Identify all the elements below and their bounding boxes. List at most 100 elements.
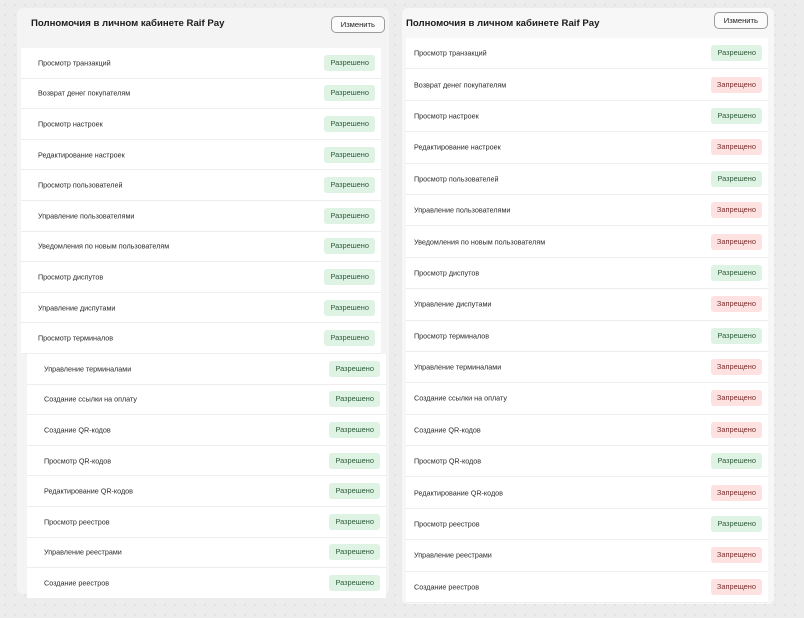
permission-label: Управление терминалами (44, 364, 132, 374)
permission-row: Просмотр настроек Разрешено (21, 109, 381, 140)
permission-row: Редактирование настроек Разрешено (21, 139, 381, 171)
status-badge-allowed: Разрешено (329, 513, 380, 530)
status-badge-allowed: Разрешено (711, 107, 762, 124)
permission-row: Просмотр терминалов Разрешено (406, 320, 768, 352)
status-badge-allowed: Разрешено (329, 544, 380, 561)
status-badge-allowed: Разрешено (324, 115, 375, 132)
permission-label: Управление диспутами (38, 303, 116, 313)
permissions-panel-left: Полномочия в личном кабинете Raif Pay Из… (17, 8, 389, 599)
permission-row: Просмотр диспутов Разрешено (406, 257, 768, 290)
permission-label: Просмотр пользователей (414, 174, 499, 184)
permission-label: Управление терминалами (414, 362, 502, 372)
status-badge-denied: Запрещено (710, 578, 762, 595)
permission-label: Создание реестров (414, 582, 480, 592)
permission-label: Управление реестрами (414, 550, 492, 560)
status-badge-denied: Запрещено (710, 547, 762, 564)
permission-row: Просмотр QR-кодов Разрешено (27, 445, 386, 477)
permission-label: Просмотр QR-кодов (414, 456, 482, 466)
permission-row: Просмотр реестров Разрешено (27, 506, 386, 538)
status-badge-allowed: Разрешено (711, 516, 762, 533)
status-badge-allowed: Разрешено (711, 170, 762, 187)
permissions-panel-right: Полномочия в личном кабинете Raif Pay Из… (402, 8, 774, 604)
permission-row: Просмотр диспутов Разрешено (21, 262, 381, 293)
change-button[interactable]: Изменить (713, 12, 768, 29)
status-badge-allowed: Разрешено (324, 146, 375, 163)
status-badge-allowed: Разрешено (324, 268, 375, 285)
permission-row: Просмотр транзакций Разрешено (406, 38, 768, 70)
permission-label: Просмотр настроек (414, 111, 479, 121)
permission-label: Просмотр реестров (414, 519, 480, 529)
status-badge-denied: Запрещено (710, 233, 762, 250)
permission-label: Возврат денег покупателям (38, 88, 131, 98)
status-badge-allowed: Разрешено (329, 360, 380, 377)
permission-row: Просмотр QR-кодов Разрешено (406, 446, 768, 478)
permission-label: Уведомления по новым пользователям (38, 241, 170, 251)
permission-label: Просмотр транзакций (414, 48, 487, 58)
permissions-list: Просмотр транзакций Разрешено Возврат дене… (402, 38, 774, 604)
permission-label: Создание QR-кодов (44, 425, 111, 435)
status-badge-allowed: Разрешено (329, 391, 380, 408)
permission-row: Просмотр реестров Разрешено (406, 508, 768, 541)
status-badge-allowed: Разрешено (324, 299, 375, 316)
status-badge-allowed: Разрешено (329, 574, 380, 591)
permission-label: Редактирование настроек (414, 142, 501, 152)
status-badge-allowed: Разрешено (324, 177, 375, 194)
permission-row: Создание ссылки на оплату Запрещено (406, 383, 768, 415)
permission-label: Управление пользователями (414, 205, 511, 215)
permission-row: Редактирование QR-кодов Разрешено (27, 476, 386, 507)
permission-label: Просмотр QR-кодов (44, 456, 112, 466)
permission-row: Управление пользователями Запрещено (406, 194, 768, 227)
status-badge-allowed: Разрешено (324, 330, 375, 347)
permission-label: Просмотр диспутов (38, 272, 104, 282)
permission-label: Создание ссылки на оплату (44, 394, 137, 404)
permission-row: Управление диспутами Запрещено (406, 289, 768, 321)
permission-row: Создание QR-кодов Запрещено (406, 414, 768, 447)
permission-row: Управление реестрами Запрещено (406, 540, 768, 572)
status-badge-allowed: Разрешено (711, 327, 762, 344)
permission-label: Управление пользователями (38, 211, 135, 221)
permission-row: Просмотр транзакций Разрешено (21, 48, 381, 79)
permission-label: Возврат денег покупателям (414, 80, 507, 90)
status-badge-denied: Запрещено (710, 139, 762, 156)
status-badge-allowed: Разрешено (329, 483, 380, 500)
permission-row: Просмотр пользователей Разрешено (21, 170, 381, 201)
status-badge-allowed: Разрешено (711, 264, 762, 281)
permission-row: Управление терминалами Разрешено (27, 353, 386, 385)
permission-row: Просмотр настроек Разрешено (406, 100, 768, 133)
status-badge-allowed: Разрешено (329, 421, 380, 438)
permission-label: Просмотр реестров (44, 517, 110, 527)
permission-row: Уведомления по новым пользователям Запрещ… (406, 226, 768, 258)
panel-header: Полномочия в личном кабинете Raif Pay Из… (402, 8, 774, 40)
permission-row: Создание реестров Запрещено (406, 571, 768, 604)
status-badge-allowed: Разрешено (711, 453, 762, 470)
status-badge-allowed: Разрешено (324, 238, 375, 255)
status-badge-denied: Запрещено (710, 202, 762, 219)
permission-row: Редактирование настроек Запрещено (406, 132, 768, 164)
permission-label: Просмотр пользователей (38, 180, 123, 190)
permission-label: Уведомления по новым пользователям (414, 237, 546, 247)
permission-row: Управление реестрами Разрешено (27, 537, 386, 569)
permission-row: Просмотр терминалов Разрешено (21, 323, 381, 354)
status-badge-denied: Запрещено (710, 390, 762, 407)
permission-label: Просмотр терминалов (38, 333, 114, 343)
permission-row: Редактирование QR-кодов Запрещено (406, 477, 768, 509)
status-badge-allowed: Разрешено (324, 207, 375, 224)
change-button[interactable]: Изменить (330, 16, 385, 33)
status-badge-allowed: Разрешено (329, 452, 380, 469)
permission-row: Возврат денег покупателям Разрешено (21, 78, 381, 110)
permissions-list: Просмотр транзакций Разрешено Возврат дене… (17, 48, 389, 599)
status-badge-denied: Запрещено (710, 359, 762, 376)
permission-label: Редактирование настроек (38, 150, 125, 160)
permission-row: Уведомления по новым пользователям Разреш… (21, 231, 381, 263)
permission-label: Просмотр настроек (38, 119, 103, 129)
permission-label: Создание реестров (44, 578, 110, 588)
status-badge-denied: Запрещено (710, 76, 762, 93)
permission-label: Создание ссылки на оплату (414, 393, 507, 403)
panel-header: Полномочия в личном кабинете Raif Pay Из… (17, 8, 389, 40)
status-badge-allowed: Разрешено (324, 85, 375, 102)
status-badge-denied: Запрещено (710, 484, 762, 501)
status-badge-allowed: Разрешено (324, 54, 375, 71)
permission-label: Просмотр диспутов (414, 268, 480, 278)
permission-label: Просмотр терминалов (414, 331, 490, 341)
permission-row: Просмотр пользователей Разрешено (406, 163, 768, 195)
